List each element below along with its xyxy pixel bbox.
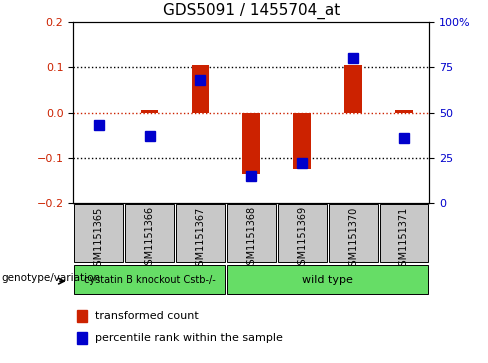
Bar: [293, 113, 311, 169]
Text: GSM1151365: GSM1151365: [94, 206, 103, 272]
Text: GSM1151371: GSM1151371: [399, 206, 409, 272]
Bar: [141, 110, 159, 113]
Bar: [176, 204, 225, 262]
Text: transformed count: transformed count: [95, 311, 198, 321]
Bar: [344, 65, 362, 113]
Bar: [278, 204, 326, 262]
Bar: [227, 204, 276, 262]
Bar: [395, 110, 413, 113]
Bar: [74, 204, 123, 262]
Bar: [77, 310, 87, 322]
Title: GDS5091 / 1455704_at: GDS5091 / 1455704_at: [163, 3, 340, 19]
Bar: [243, 113, 260, 174]
Bar: [227, 265, 428, 294]
Bar: [77, 332, 87, 344]
Text: genotype/variation: genotype/variation: [1, 273, 101, 283]
Text: wild type: wild type: [302, 274, 353, 285]
Text: GSM1151369: GSM1151369: [297, 206, 307, 272]
Text: percentile rank within the sample: percentile rank within the sample: [95, 333, 283, 343]
Bar: [329, 204, 378, 262]
Text: GSM1151370: GSM1151370: [348, 206, 358, 272]
Text: GSM1151368: GSM1151368: [246, 206, 256, 272]
Text: GSM1151366: GSM1151366: [144, 206, 155, 272]
Text: cystatin B knockout Cstb-/-: cystatin B knockout Cstb-/-: [83, 274, 215, 285]
Bar: [380, 204, 428, 262]
Bar: [191, 65, 209, 113]
Bar: [125, 204, 174, 262]
Bar: [74, 265, 225, 294]
Text: GSM1151367: GSM1151367: [195, 206, 205, 272]
